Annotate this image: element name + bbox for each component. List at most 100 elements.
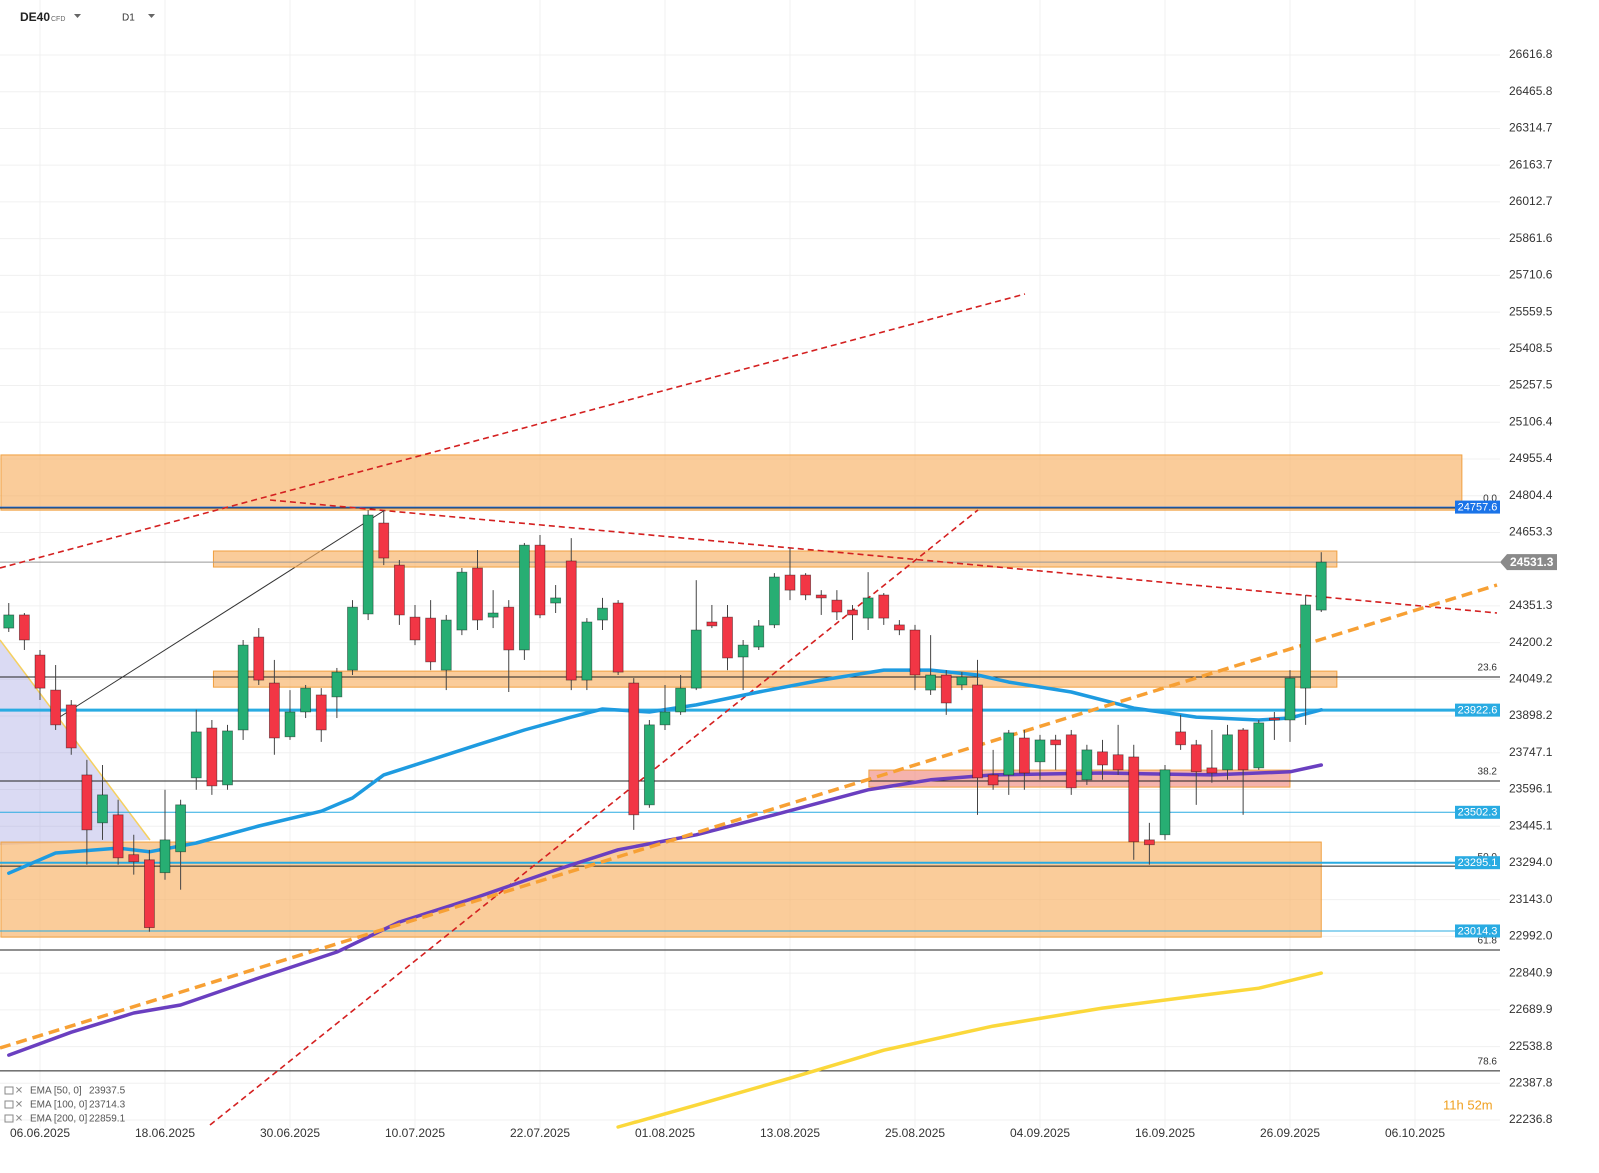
candle-body: [1268, 717, 1280, 721]
y-tick-label: 25559.5: [1509, 304, 1553, 318]
candle-body: [1097, 751, 1108, 766]
x-tick-label: 06.06.2025: [10, 1126, 70, 1140]
y-tick-label: 23747.1: [1509, 745, 1553, 759]
timeframe[interactable]: D1: [122, 13, 135, 24]
candle-body: [597, 607, 608, 621]
candle-body: [612, 602, 624, 673]
candle-body: [143, 859, 155, 929]
candle-body: [393, 564, 405, 616]
x-tick-label: 25.08.2025: [885, 1126, 945, 1140]
candle-body: [706, 621, 718, 627]
legend-name: EMA [200, 0]: [30, 1114, 87, 1125]
candle-body: [206, 727, 218, 787]
candle-body: [659, 711, 671, 726]
candle-body: [878, 594, 890, 619]
candle-body: [550, 597, 562, 604]
legend-value: 23714.3: [89, 1100, 126, 1111]
legend-name: EMA [50, 0]: [30, 1086, 82, 1097]
y-tick-label: 25408.5: [1509, 341, 1553, 355]
candle-body: [972, 684, 983, 779]
y-tick-label: 23294.0: [1509, 855, 1553, 869]
candle-body: [1284, 677, 1296, 721]
candle-body: [581, 621, 593, 681]
y-tick-label: 26616.8: [1509, 47, 1553, 61]
y-tick-label: 22236.8: [1509, 1112, 1553, 1126]
candle-body: [1253, 722, 1265, 769]
y-tick-label: 24653.3: [1509, 525, 1553, 539]
legend-close: ✕: [15, 1100, 23, 1111]
candle-body: [862, 597, 874, 619]
x-tick-label: 22.07.2025: [510, 1126, 570, 1140]
legend: ✕ EMA [50, 0] 23937.5 ✕ EMA [100, 0] 23714.3 ✕…: [4, 1086, 126, 1125]
zone: [212, 550, 1338, 568]
fib-label: 23.6: [1478, 663, 1498, 674]
x-tick-label: 16.09.2025: [1135, 1126, 1195, 1140]
level-badge: [1455, 703, 1500, 717]
y-tick-label: 22840.9: [1509, 965, 1553, 979]
candle-body: [1159, 769, 1171, 836]
candle-body: [1237, 729, 1249, 771]
candle-body: [847, 609, 858, 616]
instrument-type: CFD: [51, 16, 65, 23]
candle-body: [253, 636, 265, 681]
candle-body: [50, 689, 62, 726]
y-tick-label: 22992.0: [1509, 929, 1553, 943]
candle-body: [440, 619, 452, 671]
level-badge: [1455, 500, 1500, 514]
candle-body: [1143, 839, 1155, 846]
dashed-trend: [0, 293, 1026, 569]
y-tick-label: 22538.8: [1509, 1039, 1553, 1053]
candle-body: [534, 544, 546, 616]
dropdown-arrow[interactable]: [74, 14, 81, 18]
candle-body: [300, 687, 312, 713]
candle-body: [909, 629, 921, 676]
candle-body: [190, 731, 202, 779]
level-label: 24757.6: [1458, 501, 1498, 513]
candle-body: [940, 674, 952, 704]
candle-body: [800, 574, 812, 596]
candle-body: [1206, 767, 1218, 774]
y-tick-label: 23898.2: [1509, 708, 1553, 722]
symbol[interactable]: DE40: [20, 10, 50, 24]
candle-body: [222, 730, 233, 786]
candle-body: [1190, 744, 1202, 773]
fib-label: 38.2: [1478, 767, 1498, 778]
fib-label: 0.0: [1483, 494, 1497, 505]
candle-body: [956, 676, 968, 686]
candle-body: [1128, 756, 1140, 843]
trend-line: [54, 509, 386, 721]
x-tick-label: 26.09.2025: [1260, 1126, 1320, 1140]
y-tick-label: 26012.7: [1509, 194, 1553, 208]
candle-body: [737, 644, 749, 658]
candle-body: [362, 514, 374, 615]
dropdown-arrow[interactable]: [148, 14, 155, 18]
y-tick-label: 25257.5: [1509, 378, 1553, 392]
level-badge: [1455, 856, 1500, 870]
y-tick-label: 26465.8: [1509, 84, 1553, 98]
candle-body: [722, 616, 733, 659]
candle-body: [97, 794, 108, 824]
price-badge-arrow: [1500, 554, 1507, 571]
zone: [0, 841, 1322, 938]
level-badge: [1455, 805, 1500, 819]
candle-body: [1112, 754, 1124, 771]
ema-line: [7, 668, 1324, 875]
candle-body: [925, 674, 937, 691]
dashed-trend: [269, 499, 1498, 614]
candle-body: [237, 644, 249, 731]
countdown: 11h 52m: [1443, 1097, 1493, 1112]
x-tick-label: 30.06.2025: [260, 1126, 320, 1140]
legend-close: ✕: [15, 1086, 23, 1097]
dashed-support: [0, 583, 1498, 1050]
x-tick-label: 04.09.2025: [1010, 1126, 1070, 1140]
legend-close: ✕: [15, 1114, 23, 1125]
candle-body: [331, 671, 343, 698]
level-label: 23014.3: [1458, 925, 1498, 937]
candle-body: [456, 571, 468, 631]
candle-body: [1050, 739, 1062, 746]
zone: [212, 670, 1338, 688]
x-tick-label: 10.07.2025: [385, 1126, 445, 1140]
y-tick-label: 24200.2: [1509, 635, 1553, 649]
candle-body: [34, 654, 46, 689]
